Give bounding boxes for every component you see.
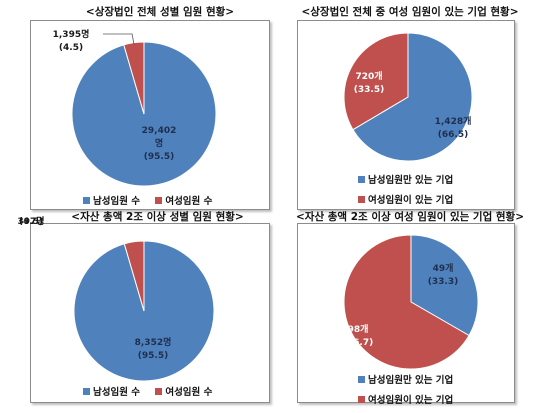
- legend-swatch-blue: [83, 388, 90, 395]
- legend-swatch-red: [155, 388, 163, 395]
- legend-swatch-red: [358, 196, 365, 203]
- data-label: (95.5): [144, 152, 174, 162]
- legend-label: 남성임원만 있는 기업: [368, 175, 454, 186]
- legend-swatch-blue: [358, 376, 365, 383]
- legend-item: 여성임원이 있는 기업: [358, 392, 453, 406]
- chart-3-title: <자산 총액 2조 이상 성별 임원 현황>: [71, 211, 244, 223]
- data-label: 8,352명: [135, 336, 172, 348]
- leader-line: [103, 33, 135, 45]
- data-label: 49개: [433, 262, 454, 274]
- legend-item: 남성임원만 있는 기업: [358, 172, 453, 186]
- data-label: 명: [155, 137, 163, 149]
- legend-label: 여성임원이 있는 기업: [368, 195, 454, 206]
- chart-2-title: <상장법인 전체 중 여성 임원이 있는 기업 현황>: [301, 6, 519, 18]
- data-label: (95.5): [138, 351, 168, 361]
- data-label: (33.3): [428, 277, 458, 287]
- data-label: (66.7): [343, 338, 373, 348]
- legend-swatch-red: [358, 396, 365, 403]
- legend-label: 남성임원만 있는 기업: [368, 375, 454, 386]
- data-label: 1,395명: [53, 28, 90, 40]
- chart-2-panel: 1,428개 (66.5) 720개 (33.5) 남성임원만 있는 기업 여성임원이…: [297, 20, 515, 210]
- data-label: (4.5): [59, 43, 83, 53]
- chart-3-svg: 8,352명 (95.5) 397명(4.5): [17, 215, 215, 382]
- pie-slice-red: [343, 32, 409, 131]
- data-label: (4.5): [19, 217, 43, 227]
- chart-4-svg: 49개 (33.3) 98개 (66.7): [343, 234, 479, 370]
- legend-label: 여성임원이 있는 기업: [368, 395, 454, 406]
- chart-3-legend: 남성임원 수 여성임원 수: [83, 384, 224, 398]
- chart-3-panel: 8,352명 (95.5) 397명 (4.5) 남성임원 수 여성임원 수: [17, 215, 270, 403]
- legend-item: 남성임원 수: [83, 193, 140, 207]
- chart-4-legend: 남성임원만 있는 기업 여성임원이 있는 기업: [358, 372, 453, 412]
- chart-2-legend: 남성임원만 있는 기업 여성임원이 있는 기업: [358, 172, 453, 212]
- legend-swatch-red: [155, 197, 163, 204]
- legend-label: 여성임원 수: [165, 196, 213, 207]
- legend-label: 여성임원 수: [165, 387, 213, 398]
- legend-item: 여성임원이 있는 기업: [358, 192, 453, 206]
- data-label: 98개: [348, 323, 369, 335]
- chart-1-panel: 29,402 명 (95.5) 1,395명 (4.5) 남성임원 수 여성임원 수: [30, 20, 270, 210]
- legend-label: 남성임원 수: [93, 196, 141, 207]
- pie-slice-red: [343, 234, 470, 370]
- legend-item: 남성임원 수: [83, 384, 140, 398]
- data-label: 397명: [17, 215, 44, 227]
- legend-label: 남성임원 수: [93, 387, 141, 398]
- legend-swatch-blue: [358, 176, 365, 183]
- data-label: (66.5): [438, 130, 468, 140]
- pie-slice-blue: [352, 32, 473, 162]
- data-label: 1,428개: [435, 115, 472, 127]
- legend-item: 남성임원만 있는 기업: [358, 372, 453, 386]
- pie-slice-red: [123, 240, 145, 312]
- legend-item: 여성임원 수: [155, 384, 212, 398]
- chart-1-title: <상장법인 전체 성별 임원 현황>: [85, 6, 235, 18]
- legend-swatch-blue: [83, 197, 90, 204]
- data-label: 29,402: [142, 126, 177, 136]
- chart-2-svg: 1,428개 (66.5) 720개 (33.5): [343, 32, 473, 162]
- chart-1-legend: 남성임원 수 여성임원 수: [83, 193, 224, 207]
- pie-slice-blue: [410, 234, 479, 337]
- data-label: 720개: [355, 70, 382, 82]
- chart-4-panel: 49개 (33.3) 98개 (66.7) 남성임원만 있는 기업 여성임원이 있는 …: [297, 223, 515, 406]
- chart-4-title: <자산 총액 2조 이상 여성 임원이 있는 기업 현황>: [295, 211, 525, 223]
- legend-item: 여성임원 수: [155, 193, 212, 207]
- data-label: (33.5): [354, 85, 384, 95]
